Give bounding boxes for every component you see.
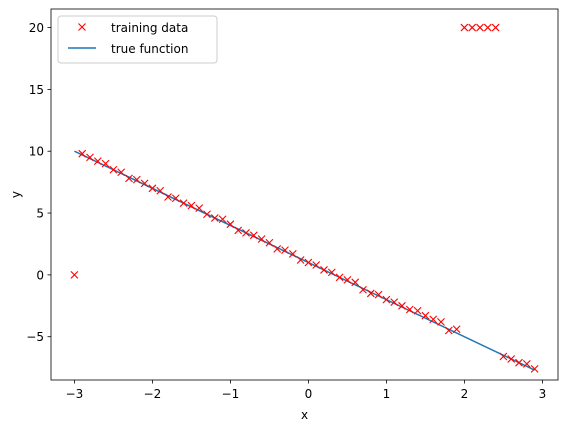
training-data-point xyxy=(195,204,204,212)
x-axis-ticks: −3 −2 −1 0 1 2 3 xyxy=(66,380,547,401)
training-data-point xyxy=(374,290,383,299)
training-data-point xyxy=(343,275,352,284)
x-tick-label: 2 xyxy=(461,387,469,401)
training-data-point xyxy=(78,149,87,158)
training-data-point xyxy=(522,360,531,368)
x-tick-label: −3 xyxy=(66,387,84,401)
training-data-point xyxy=(273,245,282,253)
training-data-point xyxy=(140,179,149,188)
training-data-point xyxy=(281,246,289,255)
y-tick-label: 5 xyxy=(36,207,44,221)
training-data-point xyxy=(257,235,266,243)
training-data-point xyxy=(218,215,227,224)
training-data-point xyxy=(148,184,157,193)
training-data-point xyxy=(70,270,79,279)
training-data-point xyxy=(437,317,445,326)
y-axis-label: y xyxy=(9,191,23,198)
training-data-point xyxy=(187,201,196,210)
training-data-point xyxy=(476,23,484,32)
legend: training data true function xyxy=(57,15,218,64)
plot-area xyxy=(51,9,558,380)
training-data-point xyxy=(93,157,102,165)
training-data-point xyxy=(210,214,219,222)
training-data-point xyxy=(491,23,500,32)
x-tick-label: 0 xyxy=(305,387,313,401)
training-data-point xyxy=(359,285,367,294)
y-axis-ticks: −5 0 5 10 15 20 xyxy=(26,21,51,344)
training-data-point xyxy=(366,289,375,298)
training-data-point xyxy=(327,268,336,277)
training-data-point xyxy=(132,175,141,184)
training-data-point xyxy=(304,258,313,267)
training-data-point xyxy=(468,23,477,32)
training-data-point xyxy=(390,298,399,306)
training-data-point xyxy=(156,186,165,195)
training-data-point xyxy=(507,355,516,363)
legend-x-glyph xyxy=(78,23,86,31)
training-data-point xyxy=(249,231,258,240)
training-data-point xyxy=(351,278,360,287)
training-data-point xyxy=(421,311,430,320)
legend-marker-x-icon xyxy=(78,23,86,31)
training-data-point xyxy=(452,325,461,334)
training-data-point xyxy=(483,23,492,32)
legend-label-training-data: training data xyxy=(111,21,188,35)
training-data-point xyxy=(460,23,469,32)
training-data-point xyxy=(335,273,344,282)
training-data-point xyxy=(382,295,391,304)
y-tick-label: 0 xyxy=(36,268,44,282)
y-tick-label: 15 xyxy=(29,83,44,97)
training-data-point xyxy=(499,352,508,361)
training-data-point xyxy=(226,220,235,229)
legend-box xyxy=(57,15,218,64)
plot-frame xyxy=(50,8,559,381)
training-data-point xyxy=(444,326,453,335)
training-data-point xyxy=(179,199,188,208)
x-tick-label: −1 xyxy=(222,387,240,401)
training-data-point xyxy=(117,168,126,177)
training-data-point xyxy=(101,159,110,168)
y-tick-label: 20 xyxy=(29,21,44,35)
training-data-point xyxy=(320,266,328,274)
training-data-point xyxy=(203,210,211,219)
training-data-point xyxy=(288,249,297,258)
training-data-point xyxy=(86,153,94,162)
training-data-point xyxy=(125,174,133,183)
training-data-markers xyxy=(70,23,539,373)
x-tick-label: 3 xyxy=(539,387,547,401)
training-data-point xyxy=(265,238,274,247)
training-data-point xyxy=(405,305,414,314)
legend-label-true-function: true function xyxy=(111,42,188,56)
training-data-point xyxy=(515,358,523,367)
training-data-point xyxy=(296,256,305,264)
x-tick-label: −2 xyxy=(144,387,162,401)
training-data-point xyxy=(234,226,243,235)
training-data-point xyxy=(171,194,180,203)
training-data-point xyxy=(429,315,438,324)
training-data-point xyxy=(312,261,321,269)
x-tick-label: 1 xyxy=(383,387,391,401)
training-data-point xyxy=(164,193,172,201)
training-data-point xyxy=(109,165,118,174)
training-data-point xyxy=(242,228,250,237)
training-data-point xyxy=(413,306,422,315)
y-tick-label: −5 xyxy=(26,330,44,344)
y-tick-label: 10 xyxy=(29,145,44,159)
training-data-point xyxy=(398,301,406,310)
training-data-point xyxy=(530,364,539,373)
x-axis-label: x xyxy=(301,408,308,422)
